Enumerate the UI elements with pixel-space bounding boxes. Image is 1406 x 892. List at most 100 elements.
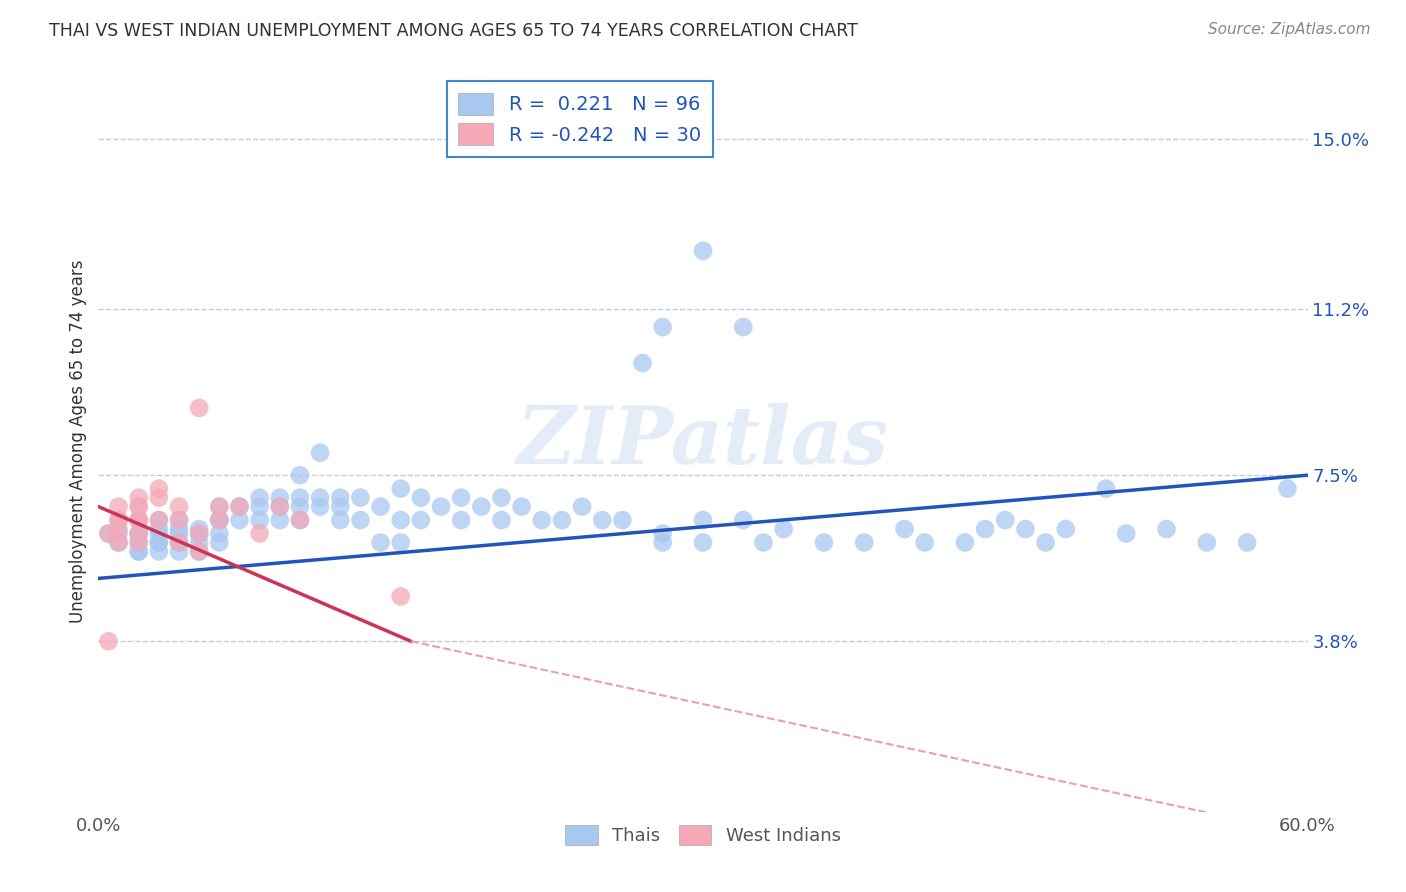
Point [148, 526, 170, 541]
Point [128, 513, 150, 527]
Point [914, 535, 936, 549]
Point [167, 535, 190, 549]
Point [97, 634, 120, 648]
Point [128, 500, 150, 514]
Point [288, 468, 311, 483]
Point [128, 526, 150, 541]
Point [167, 535, 190, 549]
Point [208, 526, 231, 541]
Point [430, 500, 453, 514]
Text: ZIPatlas: ZIPatlas [517, 403, 889, 480]
Point [772, 522, 794, 536]
Point [370, 500, 392, 514]
Point [148, 535, 170, 549]
Point [208, 500, 231, 514]
Point [128, 535, 150, 549]
Point [228, 513, 250, 527]
Point [167, 535, 190, 549]
Point [853, 535, 876, 549]
Text: Source: ZipAtlas.com: Source: ZipAtlas.com [1208, 22, 1371, 37]
Point [97, 526, 120, 541]
Point [370, 535, 392, 549]
Point [651, 526, 673, 541]
Point [107, 513, 129, 527]
Point [208, 513, 231, 527]
Point [107, 513, 129, 527]
Point [651, 320, 673, 334]
Point [752, 535, 775, 549]
Point [249, 513, 271, 527]
Point [148, 513, 170, 527]
Point [128, 544, 150, 558]
Point [1156, 522, 1178, 536]
Point [389, 513, 412, 527]
Point [389, 590, 412, 604]
Point [148, 491, 170, 505]
Point [107, 526, 129, 541]
Point [148, 513, 170, 527]
Point [551, 513, 574, 527]
Point [167, 513, 190, 527]
Point [631, 356, 654, 370]
Point [188, 522, 211, 536]
Point [571, 500, 593, 514]
Point [228, 500, 250, 514]
Point [288, 491, 311, 505]
Point [651, 535, 673, 549]
Point [188, 401, 211, 415]
Point [128, 513, 150, 527]
Point [148, 522, 170, 536]
Point [97, 526, 120, 541]
Point [491, 513, 513, 527]
Point [893, 522, 915, 536]
Point [128, 526, 150, 541]
Y-axis label: Unemployment Among Ages 65 to 74 years: Unemployment Among Ages 65 to 74 years [69, 260, 87, 624]
Point [591, 513, 613, 527]
Point [953, 535, 976, 549]
Point [309, 500, 332, 514]
Point [1035, 535, 1057, 549]
Point [329, 491, 352, 505]
Point [148, 535, 170, 549]
Point [1014, 522, 1036, 536]
Point [994, 513, 1017, 527]
Point [389, 535, 412, 549]
Point [188, 526, 211, 541]
Point [349, 491, 371, 505]
Text: THAI VS WEST INDIAN UNEMPLOYMENT AMONG AGES 65 TO 74 YEARS CORRELATION CHART: THAI VS WEST INDIAN UNEMPLOYMENT AMONG A… [49, 22, 858, 40]
Point [389, 482, 412, 496]
Point [167, 522, 190, 536]
Point [409, 513, 432, 527]
Legend: Thais, West Indians: Thais, West Indians [557, 815, 849, 855]
Point [107, 535, 129, 549]
Point [470, 500, 492, 514]
Point [269, 513, 291, 527]
Point [167, 500, 190, 514]
Point [167, 513, 190, 527]
Point [288, 513, 311, 527]
Point [188, 544, 211, 558]
Point [249, 526, 271, 541]
Point [249, 491, 271, 505]
Point [1195, 535, 1218, 549]
Point [450, 491, 472, 505]
Point [107, 500, 129, 514]
Point [128, 500, 150, 514]
Point [208, 500, 231, 514]
Point [208, 535, 231, 549]
Point [1236, 535, 1258, 549]
Point [128, 535, 150, 549]
Point [1095, 482, 1118, 496]
Point [107, 522, 129, 536]
Point [269, 491, 291, 505]
Point [128, 544, 150, 558]
Point [450, 513, 472, 527]
Point [530, 513, 553, 527]
Point [208, 513, 231, 527]
Point [228, 500, 250, 514]
Point [188, 535, 211, 549]
Point [409, 491, 432, 505]
Point [208, 513, 231, 527]
Point [692, 535, 714, 549]
Point [167, 544, 190, 558]
